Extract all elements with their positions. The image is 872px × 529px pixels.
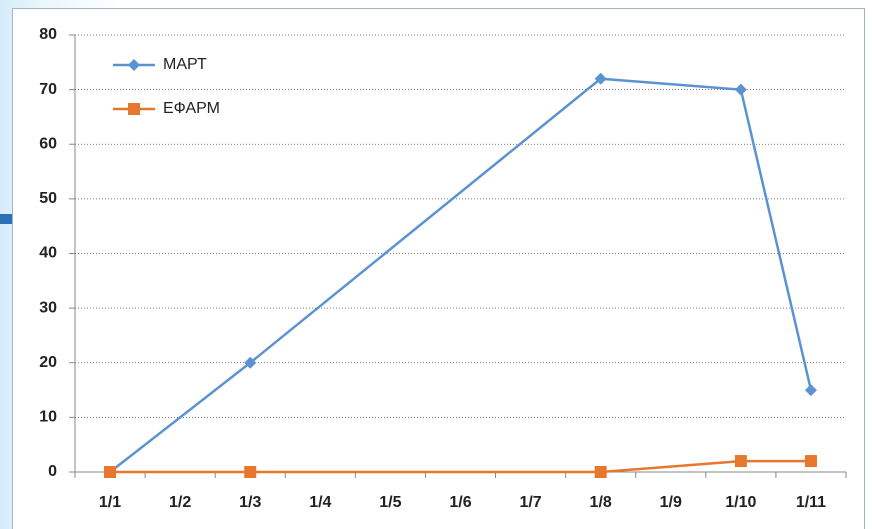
y-tick-label: 0 <box>48 463 57 480</box>
y-tick-label: 40 <box>39 245 57 262</box>
y-tick-label: 50 <box>39 190 57 207</box>
data-point <box>804 384 817 397</box>
data-point <box>734 83 747 96</box>
data-point <box>804 455 817 468</box>
data-point <box>594 466 607 478</box>
legend-marker <box>128 103 140 115</box>
x-tick-label: 1/11 <box>796 494 826 511</box>
legend-label: МАРТ <box>163 56 207 73</box>
y-tick-label: 30 <box>39 299 57 316</box>
y-tick-label: 80 <box>39 26 57 43</box>
data-point <box>104 466 117 478</box>
y-tick-label: 10 <box>39 409 57 426</box>
x-tick-label: 1/2 <box>169 494 191 511</box>
y-tick-label: 60 <box>39 135 57 152</box>
decoration <box>0 214 13 224</box>
x-tick-label: 1/7 <box>519 494 541 511</box>
x-tick-label: 1/5 <box>379 494 401 511</box>
y-tick-label: 70 <box>39 81 57 98</box>
x-tick-label: 1/10 <box>725 494 756 511</box>
x-tick-label: 1/8 <box>590 494 612 511</box>
chart-frame <box>12 8 865 529</box>
data-point <box>244 466 257 478</box>
data-point <box>244 356 257 369</box>
legend-marker <box>128 59 140 71</box>
x-tick-label: 1/4 <box>309 494 331 511</box>
legend-label: ЕФАРМ <box>163 100 220 117</box>
x-tick-label: 1/3 <box>239 494 261 511</box>
x-tick-label: 1/1 <box>99 494 121 511</box>
y-tick-label: 20 <box>39 354 57 371</box>
data-point <box>734 455 747 468</box>
data-point <box>594 72 607 85</box>
x-tick-label: 1/6 <box>449 494 471 511</box>
x-tick-label: 1/9 <box>660 494 682 511</box>
